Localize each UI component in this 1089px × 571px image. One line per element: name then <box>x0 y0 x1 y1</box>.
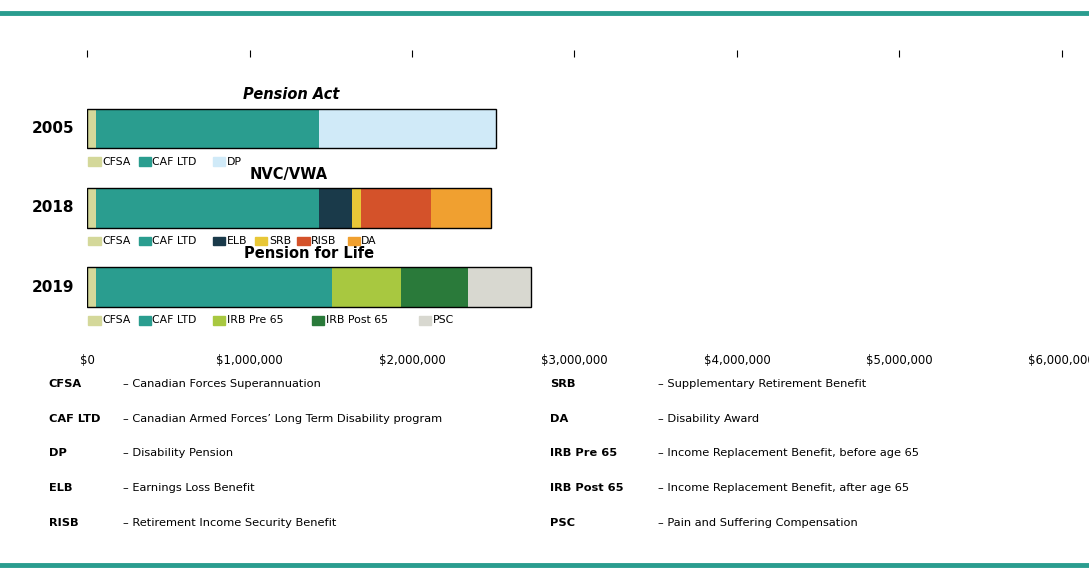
Text: SRB: SRB <box>269 236 291 246</box>
Text: CFSA: CFSA <box>49 379 82 389</box>
Text: NVC/VWA: NVC/VWA <box>249 167 328 182</box>
Text: IRB Pre 65: IRB Pre 65 <box>550 448 617 459</box>
Bar <box>87 267 96 307</box>
Bar <box>430 188 491 228</box>
Bar <box>87 188 491 228</box>
Bar <box>88 316 100 325</box>
Text: 2019: 2019 <box>32 280 74 295</box>
Bar <box>347 237 359 246</box>
Text: – Canadian Forces Superannuation: – Canadian Forces Superannuation <box>123 379 321 389</box>
Bar <box>87 267 531 307</box>
Bar <box>331 267 401 307</box>
Text: Pension Act: Pension Act <box>243 87 340 102</box>
Text: CFSA: CFSA <box>102 157 131 167</box>
Bar <box>213 237 225 246</box>
Bar <box>87 108 495 148</box>
Text: 2018: 2018 <box>32 200 74 215</box>
Bar <box>88 158 100 166</box>
Text: DA: DA <box>550 413 568 424</box>
Text: DP: DP <box>49 448 66 459</box>
Text: DP: DP <box>227 157 242 167</box>
Text: IRB Pre 65: IRB Pre 65 <box>227 315 283 325</box>
Text: – Disability Pension: – Disability Pension <box>123 448 233 459</box>
Bar <box>96 108 319 148</box>
Text: ELB: ELB <box>227 236 247 246</box>
Text: RISB: RISB <box>49 518 78 528</box>
Bar <box>297 237 309 246</box>
Text: IRB Post 65: IRB Post 65 <box>326 315 388 325</box>
Bar <box>88 237 100 246</box>
Text: ELB: ELB <box>49 483 72 493</box>
Text: 2005: 2005 <box>32 121 74 136</box>
Text: – Canadian Armed Forces’ Long Term Disability program: – Canadian Armed Forces’ Long Term Disab… <box>123 413 442 424</box>
Text: CFSA: CFSA <box>102 315 131 325</box>
Bar <box>96 188 319 228</box>
Text: Pension for Life: Pension for Life <box>244 246 375 261</box>
Text: – Supplementary Retirement Benefit: – Supplementary Retirement Benefit <box>658 379 866 389</box>
Text: CAF LTD: CAF LTD <box>49 413 100 424</box>
Bar <box>419 316 431 325</box>
Text: CAF LTD: CAF LTD <box>152 157 197 167</box>
Bar <box>213 158 225 166</box>
Bar <box>255 237 268 246</box>
Bar <box>138 316 150 325</box>
Text: PSC: PSC <box>432 315 454 325</box>
Bar <box>313 316 325 325</box>
Text: – Disability Award: – Disability Award <box>658 413 759 424</box>
Bar <box>352 188 360 228</box>
Bar <box>138 158 150 166</box>
Text: CAF LTD: CAF LTD <box>152 236 197 246</box>
Text: – Earnings Loss Benefit: – Earnings Loss Benefit <box>123 483 255 493</box>
Bar <box>319 108 495 148</box>
Text: CAF LTD: CAF LTD <box>152 315 197 325</box>
Bar <box>401 267 468 307</box>
Text: SRB: SRB <box>550 379 576 389</box>
Bar <box>87 108 96 148</box>
Text: CFSA: CFSA <box>102 236 131 246</box>
Bar <box>360 188 430 228</box>
Bar <box>319 188 352 228</box>
Text: RISB: RISB <box>311 236 337 246</box>
Bar <box>87 188 96 228</box>
Bar <box>468 267 531 307</box>
Text: – Income Replacement Benefit, before age 65: – Income Replacement Benefit, before age… <box>658 448 919 459</box>
Text: IRB Post 65: IRB Post 65 <box>550 483 624 493</box>
Text: – Income Replacement Benefit, after age 65: – Income Replacement Benefit, after age … <box>658 483 909 493</box>
Bar <box>138 237 150 246</box>
Text: DA: DA <box>362 236 377 246</box>
Bar <box>96 267 331 307</box>
Text: PSC: PSC <box>550 518 575 528</box>
Text: – Retirement Income Security Benefit: – Retirement Income Security Benefit <box>123 518 337 528</box>
Text: – Pain and Suffering Compensation: – Pain and Suffering Compensation <box>658 518 857 528</box>
Bar <box>213 316 225 325</box>
